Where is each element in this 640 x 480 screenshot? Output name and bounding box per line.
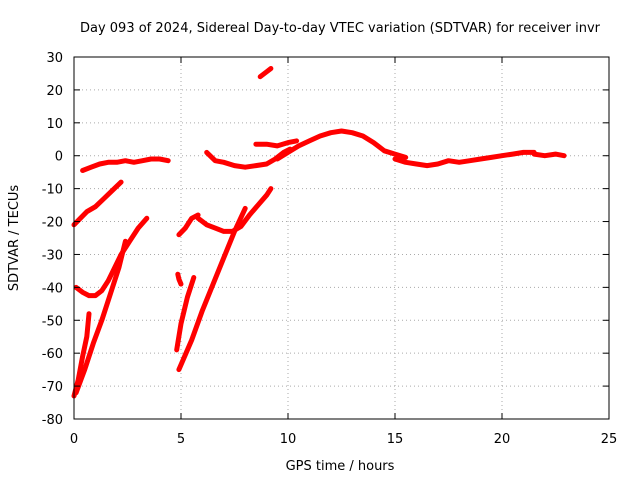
y-tick-label: 30 <box>46 51 63 66</box>
chart-title: Day 093 of 2024, Sidereal Day-to-day VTE… <box>80 21 601 36</box>
y-tick-label: 0 <box>55 150 63 165</box>
series-arc-12 <box>257 66 274 80</box>
y-tick-label: -80 <box>42 413 63 428</box>
y-tick-label: -60 <box>42 347 63 362</box>
y-tick-label: 20 <box>46 84 63 99</box>
series-arc-2 <box>80 156 171 173</box>
series-arc-1 <box>71 179 124 228</box>
series-arc-13 <box>253 138 300 149</box>
axis-ticks: 0 5 10 15 20 25 -80 -70 -60 -50 -40 -30 -20 -10 0 10 20 3… <box>42 51 618 447</box>
grid-lines <box>74 57 609 419</box>
series-arc-16 <box>531 151 567 159</box>
series-arc-5 <box>73 238 128 396</box>
y-axis-label: SDTVAR / TECUs <box>7 185 22 292</box>
series-arc-14 <box>274 128 409 162</box>
x-tick-label: 15 <box>387 432 404 447</box>
series-arc-6 <box>176 212 201 238</box>
x-axis-label: GPS time / hours <box>286 459 395 474</box>
y-tick-label: 10 <box>46 117 63 132</box>
series-arc-7 <box>175 271 184 287</box>
series-arc-3 <box>73 215 150 299</box>
series-arc-8 <box>174 275 197 353</box>
x-tick-label: 0 <box>70 432 78 447</box>
y-tick-label: -40 <box>42 281 63 296</box>
y-tick-label: -50 <box>42 314 63 329</box>
x-tick-label: 5 <box>177 432 185 447</box>
x-tick-label: 20 <box>494 432 511 447</box>
x-tick-label: 10 <box>280 432 297 447</box>
y-tick-label: -30 <box>42 248 63 263</box>
data-series <box>71 66 567 399</box>
y-tick-label: -70 <box>42 380 63 395</box>
x-tick-label: 25 <box>601 432 618 447</box>
y-tick-label: -20 <box>42 216 63 231</box>
plot-frame <box>73 56 610 420</box>
series-arc-15 <box>392 149 537 169</box>
y-tick-label: -10 <box>42 183 63 198</box>
series-arc-10 <box>195 186 274 234</box>
